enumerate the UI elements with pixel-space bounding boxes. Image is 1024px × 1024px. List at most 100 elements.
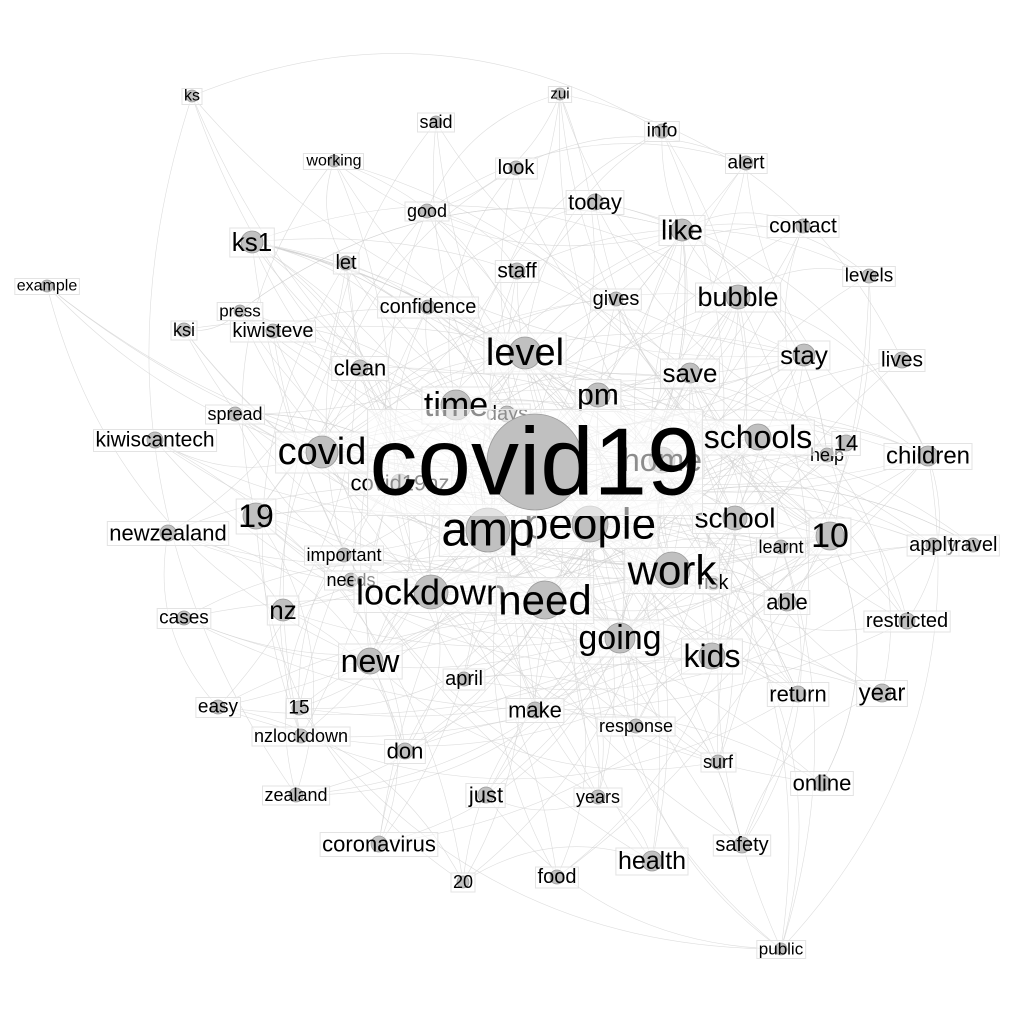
node-circle: [698, 642, 726, 670]
node-pm[interactable]: pm: [574, 379, 622, 412]
node-label: able: [766, 590, 808, 615]
node-apply[interactable]: apply: [906, 534, 960, 557]
node-online[interactable]: online: [790, 771, 854, 796]
node-levels[interactable]: levels: [842, 266, 896, 287]
node-20[interactable]: 20: [450, 872, 476, 893]
node-year[interactable]: year: [856, 680, 908, 707]
node-able[interactable]: able: [763, 590, 811, 615]
node-zui[interactable]: zui: [547, 86, 573, 103]
node-label: work: [627, 547, 718, 594]
node-let[interactable]: let: [332, 252, 360, 275]
node-work[interactable]: work: [624, 547, 720, 594]
node-surf[interactable]: surf: [700, 752, 737, 773]
node-bubble[interactable]: bubble: [695, 282, 782, 313]
node-learnt[interactable]: learnt: [756, 537, 806, 558]
node-label: working: [305, 153, 361, 170]
node-press[interactable]: press: [216, 302, 264, 321]
node-health[interactable]: health: [615, 847, 689, 876]
node-14[interactable]: 14: [831, 431, 861, 456]
node-19[interactable]: 19: [235, 498, 277, 535]
node-return[interactable]: return: [766, 682, 830, 707]
node-label: pm: [577, 379, 619, 412]
node-contact[interactable]: contact: [766, 215, 840, 238]
node-nz[interactable]: nz: [266, 595, 300, 626]
node-spread[interactable]: spread: [205, 404, 265, 425]
node-make[interactable]: make: [505, 698, 565, 723]
node-lockdown[interactable]: lockdown: [353, 572, 509, 613]
node-nzlockdown[interactable]: nzlockdown: [251, 726, 351, 747]
node-kiwisteve[interactable]: kiwisteve: [229, 320, 316, 343]
edge-surf-april: [463, 674, 719, 763]
node-ks[interactable]: ks: [181, 88, 203, 105]
node-label: children: [886, 443, 970, 470]
node-today[interactable]: today: [565, 190, 625, 215]
node-10[interactable]: 10: [808, 517, 852, 556]
node-travel[interactable]: travel: [946, 534, 1000, 557]
node-schools[interactable]: schools: [701, 419, 815, 456]
node-working[interactable]: working: [302, 153, 364, 170]
node-lives[interactable]: lives: [878, 349, 926, 372]
node-label: just: [468, 783, 503, 808]
node-circle: [670, 218, 694, 242]
node-ks1[interactable]: ks1: [229, 227, 275, 258]
node-circle: [227, 406, 243, 422]
node-easy[interactable]: easy: [195, 697, 241, 718]
node-stay[interactable]: stay: [777, 340, 831, 371]
edge-coronavirus-going: [378, 637, 621, 845]
node-school[interactable]: school: [692, 503, 778, 534]
node-restricted[interactable]: restricted: [863, 610, 951, 633]
node-years[interactable]: years: [573, 787, 623, 808]
node-cases[interactable]: cases: [156, 608, 212, 629]
node-kids[interactable]: kids: [681, 638, 743, 675]
node-like[interactable]: like: [658, 215, 706, 246]
node-public[interactable]: public: [756, 940, 807, 959]
node-safety[interactable]: safety: [712, 834, 772, 857]
node-look[interactable]: look: [495, 157, 538, 180]
node-need[interactable]: need: [495, 577, 595, 624]
node-covid[interactable]: covid: [275, 431, 369, 474]
node-label: make: [508, 698, 562, 723]
node-confidence[interactable]: confidence: [377, 296, 479, 319]
node-save[interactable]: save: [660, 358, 720, 389]
node-food[interactable]: food: [535, 866, 579, 889]
node-children[interactable]: children: [883, 443, 973, 470]
node-april[interactable]: april: [442, 668, 486, 691]
node-label: gives: [593, 288, 640, 310]
node-don[interactable]: don: [384, 739, 426, 764]
node-label: zui: [550, 86, 569, 103]
node-newzealand[interactable]: newzealand: [106, 521, 230, 546]
node-covid19[interactable]: covid19: [367, 409, 703, 516]
node-info[interactable]: info: [644, 121, 680, 142]
edge-food-levels: [556, 275, 870, 878]
edge-public-children: [780, 455, 939, 950]
node-label: school: [695, 503, 776, 534]
node-circle: [456, 671, 472, 687]
node-good[interactable]: good: [404, 201, 450, 222]
node-alert[interactable]: alert: [725, 153, 768, 174]
node-gives[interactable]: gives: [590, 288, 642, 311]
node-circle: [233, 304, 247, 318]
node-said[interactable]: said: [417, 112, 455, 133]
node-staff[interactable]: staff: [494, 260, 540, 283]
node-label: staff: [497, 260, 536, 283]
node-important[interactable]: important: [304, 545, 384, 566]
node-coronavirus[interactable]: coronavirus: [319, 832, 439, 857]
node-circle: [654, 123, 670, 139]
node-level[interactable]: level: [483, 332, 567, 375]
node-going[interactable]: going: [575, 619, 665, 658]
node-response[interactable]: response: [596, 716, 676, 737]
node-circle: [553, 87, 567, 101]
node-zealand[interactable]: zealand: [262, 785, 331, 806]
node-label: good: [407, 201, 447, 221]
node-new[interactable]: new: [338, 643, 403, 680]
edge-zealand-19: [255, 515, 314, 796]
node-kiwiscantech[interactable]: kiwiscantech: [93, 429, 218, 452]
edge-nzlockdown-children: [300, 455, 929, 738]
edge-alert-children: [745, 162, 929, 457]
node-ksi[interactable]: ksi: [170, 320, 198, 341]
node-example[interactable]: example: [14, 278, 80, 295]
node-15[interactable]: 15: [285, 698, 312, 719]
node-circle: [837, 434, 855, 452]
node-clean[interactable]: clean: [331, 356, 389, 381]
node-just[interactable]: just: [465, 783, 506, 808]
